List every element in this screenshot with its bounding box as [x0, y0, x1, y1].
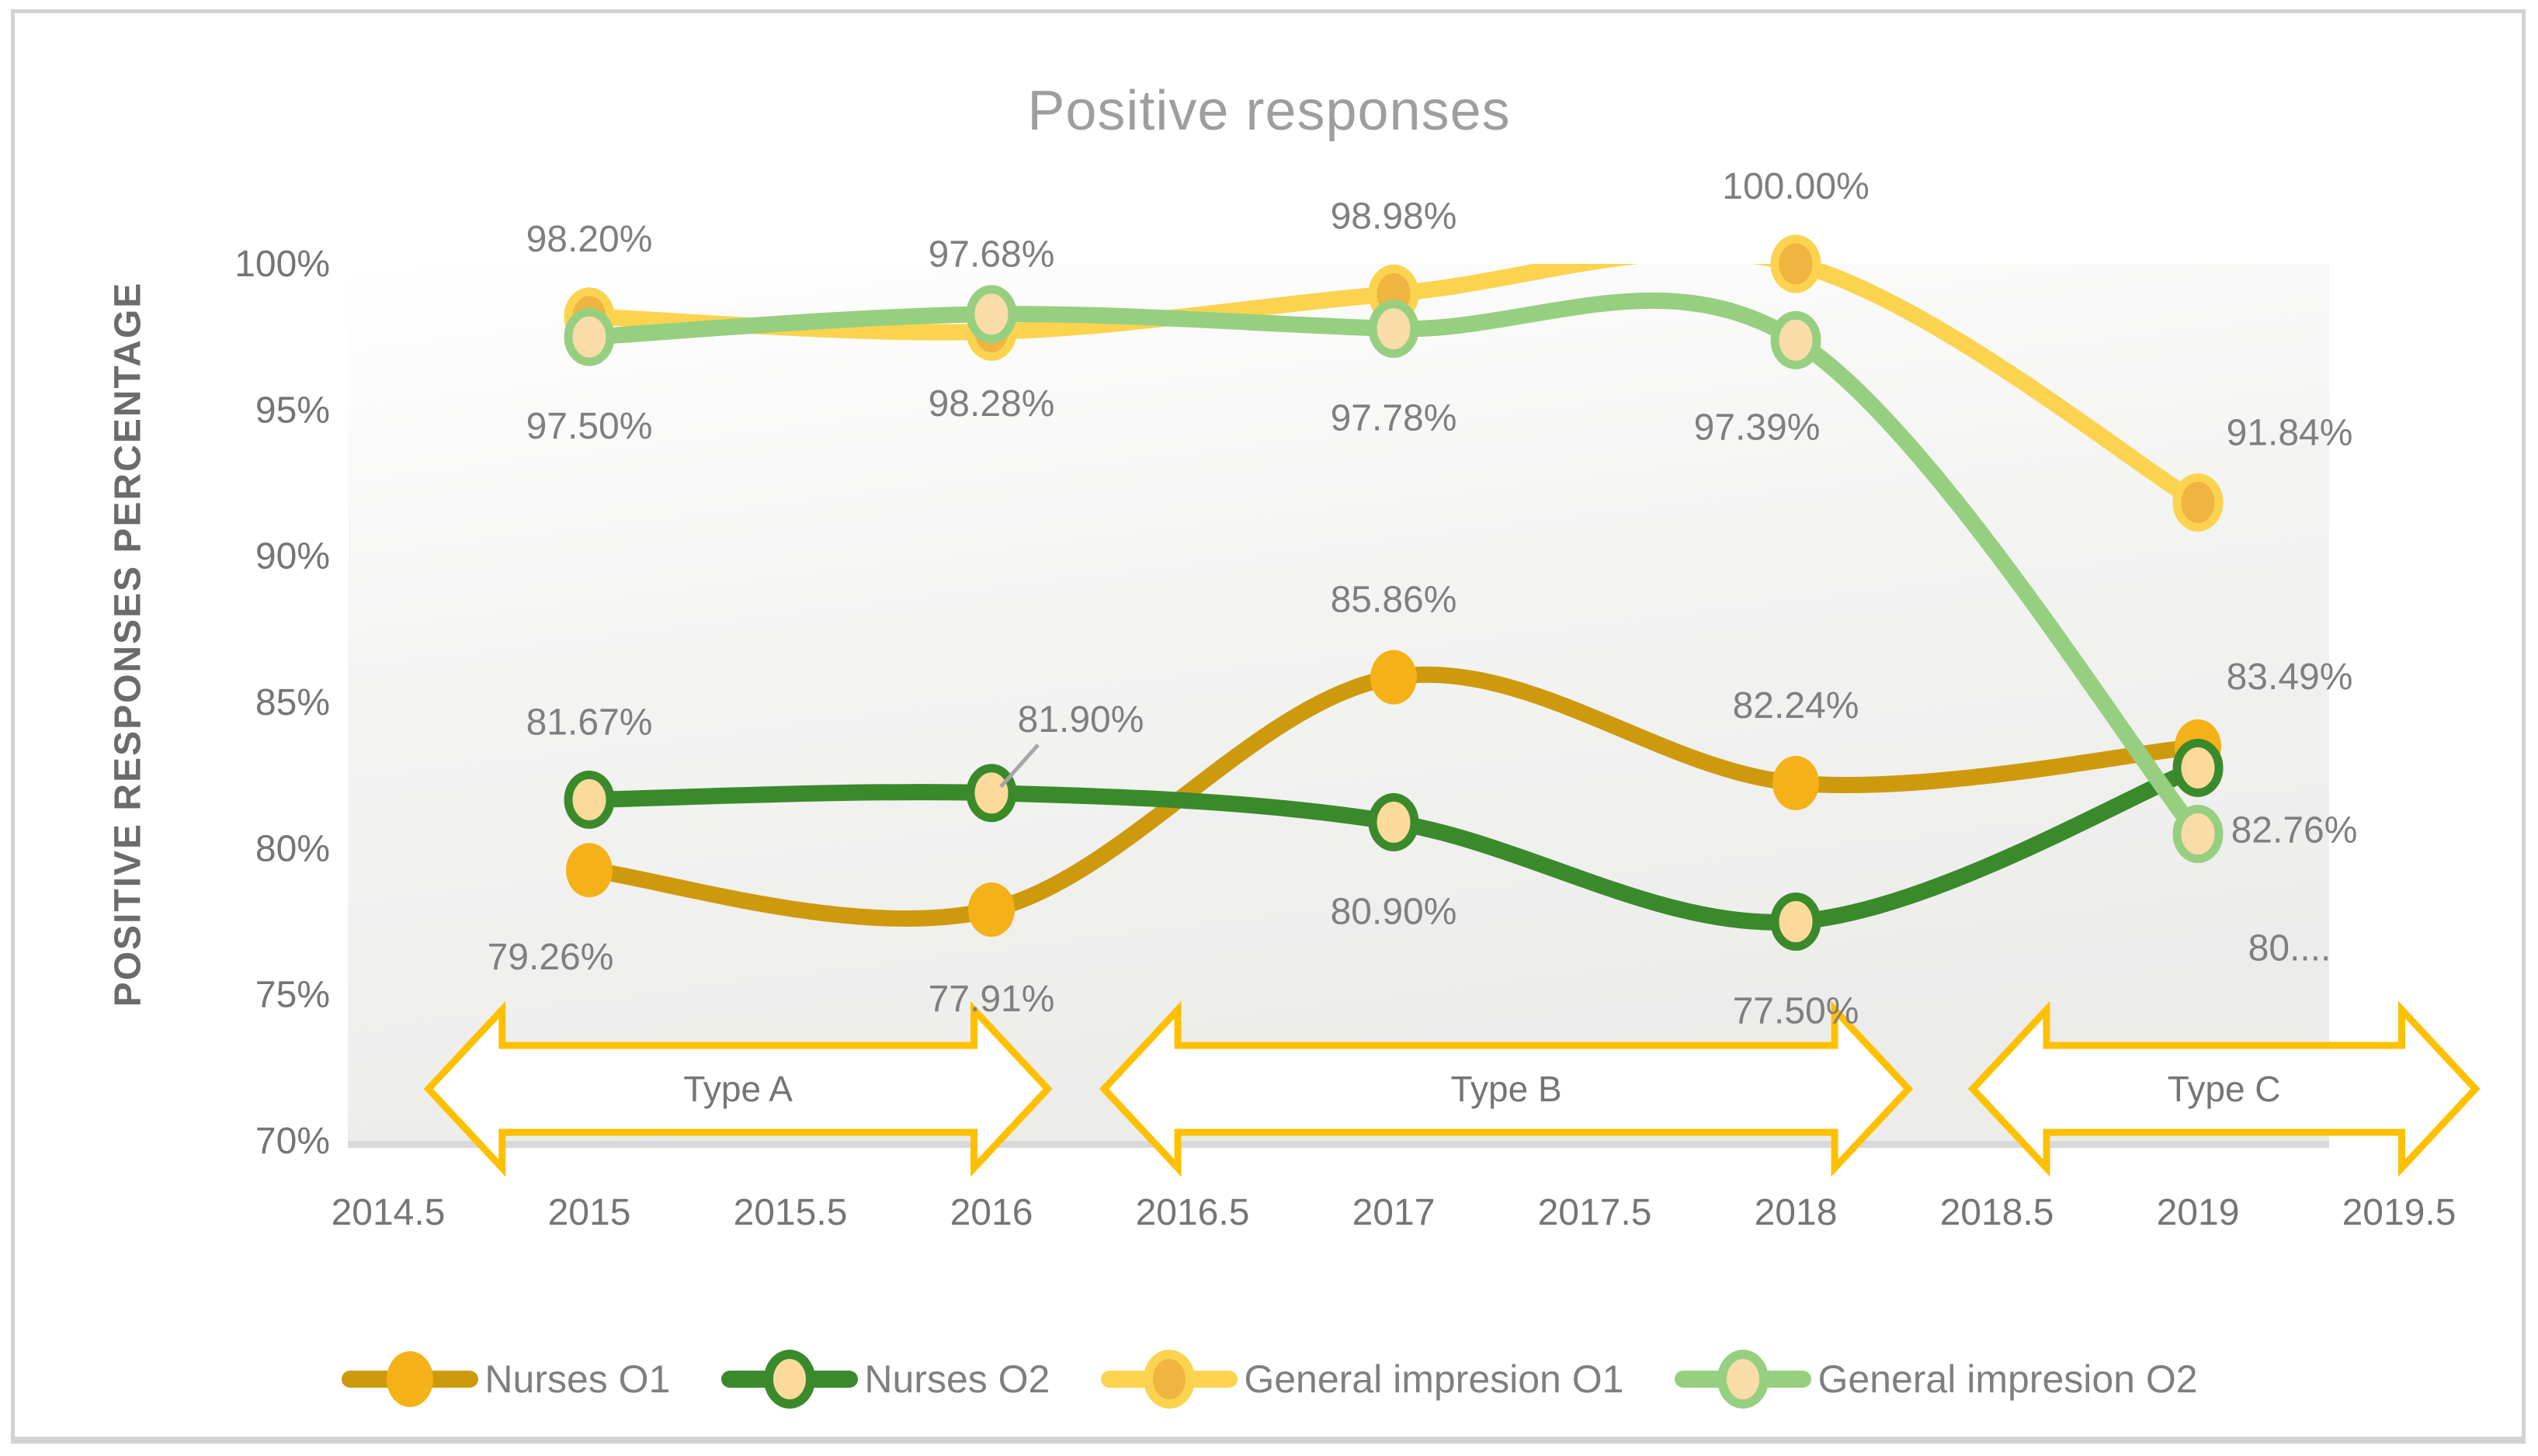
series-line-4 [588, 292, 2205, 840]
marker-point [1370, 650, 1417, 705]
data-label: 97.50% [526, 406, 653, 447]
data-label: 83.49% [2227, 657, 2353, 698]
marker-point [1368, 792, 1419, 851]
y-tick-label: 80% [255, 828, 330, 869]
legend-label: Nurses O2 [864, 1357, 1050, 1401]
type-arrow-3 [1967, 1000, 2481, 1177]
marker-point [966, 764, 1017, 823]
x-tick-label: 2019 [2157, 1192, 2240, 1233]
data-label: 82.76% [2231, 809, 2358, 851]
x-tick-label: 2018 [1755, 1192, 1838, 1233]
x-tick-label: 2017 [1352, 1192, 1436, 1233]
y-tick-label: 90% [255, 536, 330, 577]
y-axis-title: POSITIVE RESPONSES PERCENTAGE [107, 281, 149, 1007]
data-label: 98.98% [1331, 196, 1457, 237]
legend-label: General impresion O1 [1244, 1357, 1624, 1401]
marker-point [1770, 893, 1821, 951]
x-tick-label: 2018.5 [1940, 1192, 2054, 1233]
marker-point [564, 307, 615, 366]
marker-point [2172, 738, 2224, 797]
data-label: 98.20% [526, 219, 653, 260]
legend-marker-icon [1101, 1350, 1238, 1409]
x-tick-label: 2019.5 [2342, 1192, 2456, 1233]
legend-item-nurses-o2: Nurses O2 [720, 1347, 1050, 1412]
type-arrow-2 [1099, 1000, 1914, 1177]
legend-item-general-impresion-o2: General impresion O2 [1673, 1347, 2198, 1412]
y-tick-label: 75% [255, 975, 330, 1016]
type-arrow-1 [423, 1000, 1053, 1177]
legend: Nurses O1 Nurses O2 General impresion O1 Ge… [0, 1347, 2538, 1412]
data-label: 97.39% [1694, 407, 1821, 448]
data-label: 82.24% [1733, 685, 1859, 726]
x-tick-label: 2015 [548, 1192, 631, 1233]
legend-label: General impresion O2 [1818, 1357, 2198, 1401]
data-label: 77.50% [1733, 991, 1859, 1032]
data-label: 100.00% [1722, 166, 1870, 207]
label-leader-line [999, 744, 1040, 789]
marker-point [2172, 473, 2224, 532]
marker-point [1770, 310, 1821, 369]
y-tick-label: 95% [255, 390, 330, 431]
data-label: 80.... [2248, 928, 2331, 969]
series-markers [564, 234, 2224, 951]
legend-marker-icon [721, 1350, 859, 1409]
data-label: 98.28% [929, 383, 1055, 425]
legend-label: Nurses O1 [484, 1357, 671, 1401]
data-label: 80.90% [1331, 891, 1457, 932]
data-label: 85.86% [1331, 580, 1457, 621]
legend-item-nurses-o1: Nurses O1 [340, 1347, 670, 1412]
x-tick-label: 2017.5 [1538, 1192, 1652, 1233]
chart-title: Positive responses [1027, 80, 1511, 142]
x-tick-label: 2014.5 [332, 1192, 446, 1233]
marker-point [968, 882, 1015, 938]
data-label: 97.78% [1331, 398, 1457, 439]
x-tick-label: 2015.5 [734, 1192, 848, 1233]
legend-marker-icon [1675, 1350, 1812, 1409]
marker-point [2172, 805, 2224, 863]
marker-point [1772, 755, 1819, 810]
data-label: 91.84% [2227, 412, 2353, 453]
x-tick-label: 2016.5 [1136, 1192, 1250, 1233]
marker-point [966, 285, 1017, 344]
data-label: 79.26% [488, 937, 614, 978]
marker-point [1368, 300, 1419, 359]
legend-item-general-impresion-o1: General impresion O1 [1099, 1347, 1623, 1412]
data-labels: 79.26% 77.91% 85.86% 82.24% 83.49% 81.67% 81.9… [488, 166, 2358, 1032]
legend-marker-icon [342, 1351, 479, 1407]
data-label: 81.90% [1018, 699, 1144, 740]
data-label: 81.67% [526, 702, 653, 743]
marker-point [566, 843, 613, 898]
data-label: 77.91% [929, 979, 1055, 1020]
y-tick-label: 100% [234, 244, 330, 285]
type-arrow-label-2: Type B [1450, 1069, 1561, 1109]
y-tick-label: 85% [255, 682, 330, 723]
x-tick-label: 2016 [950, 1192, 1033, 1233]
data-label: 97.68% [929, 234, 1055, 275]
type-arrow-label-3: Type C [2168, 1069, 2281, 1109]
y-tick-label: 70% [255, 1121, 330, 1162]
type-arrow-label-1: Type A [683, 1069, 793, 1109]
marker-point [564, 770, 615, 829]
marker-point [1770, 234, 1821, 293]
x-axis-line [348, 1141, 2329, 1148]
